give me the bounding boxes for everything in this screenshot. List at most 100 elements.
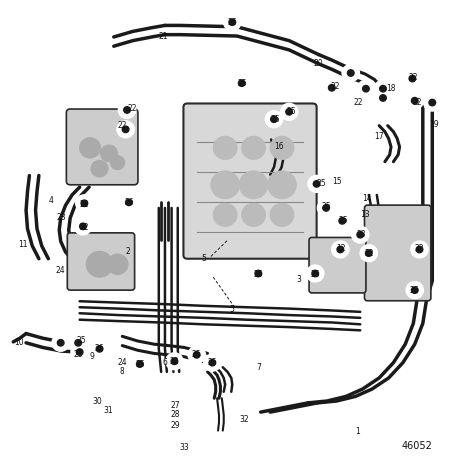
Text: 11: 11 xyxy=(18,240,27,249)
Circle shape xyxy=(406,92,423,109)
Circle shape xyxy=(124,107,130,113)
Circle shape xyxy=(76,195,93,212)
Circle shape xyxy=(126,199,132,206)
Circle shape xyxy=(308,176,325,192)
Text: 22: 22 xyxy=(170,357,179,366)
Text: 25: 25 xyxy=(321,202,331,212)
Text: 8: 8 xyxy=(120,367,125,377)
Text: 23: 23 xyxy=(356,230,366,239)
Text: 6: 6 xyxy=(163,358,167,367)
Circle shape xyxy=(74,218,91,235)
Circle shape xyxy=(137,361,143,367)
Circle shape xyxy=(229,19,236,25)
Text: 30: 30 xyxy=(92,396,102,406)
Text: 31: 31 xyxy=(103,406,113,415)
FancyBboxPatch shape xyxy=(183,103,317,259)
Circle shape xyxy=(332,241,349,258)
Text: 29: 29 xyxy=(171,421,180,431)
Text: 22: 22 xyxy=(118,121,127,130)
Text: 25: 25 xyxy=(208,358,217,367)
Text: 22: 22 xyxy=(353,98,363,107)
Text: 28: 28 xyxy=(171,410,180,419)
Circle shape xyxy=(328,85,335,91)
Circle shape xyxy=(233,75,250,91)
Circle shape xyxy=(107,254,128,274)
Text: 22: 22 xyxy=(80,200,89,209)
Text: 33: 33 xyxy=(179,443,189,452)
Text: 21: 21 xyxy=(159,31,168,41)
Circle shape xyxy=(120,194,137,211)
Text: 25: 25 xyxy=(254,270,263,280)
Circle shape xyxy=(323,79,340,96)
Text: 17: 17 xyxy=(374,132,384,141)
Circle shape xyxy=(171,358,178,365)
Circle shape xyxy=(213,136,237,159)
Text: 46052: 46052 xyxy=(401,441,433,451)
Circle shape xyxy=(416,246,423,253)
Circle shape xyxy=(313,181,320,187)
Circle shape xyxy=(318,200,335,216)
Text: 5: 5 xyxy=(230,305,235,314)
Text: 26: 26 xyxy=(95,344,104,353)
Circle shape xyxy=(307,265,324,282)
Circle shape xyxy=(81,200,88,207)
Text: 22: 22 xyxy=(415,244,424,253)
Text: 32: 32 xyxy=(239,415,249,424)
Text: 25: 25 xyxy=(238,79,247,88)
Circle shape xyxy=(255,270,262,277)
Circle shape xyxy=(211,171,239,199)
Circle shape xyxy=(204,354,221,371)
Text: 13: 13 xyxy=(360,210,370,219)
Circle shape xyxy=(238,80,245,86)
Text: 12: 12 xyxy=(337,244,346,253)
Text: 27: 27 xyxy=(171,401,180,410)
Text: 25: 25 xyxy=(73,350,83,359)
Circle shape xyxy=(271,116,277,122)
Circle shape xyxy=(334,213,351,229)
Circle shape xyxy=(86,251,113,277)
Circle shape xyxy=(352,226,369,243)
Circle shape xyxy=(250,265,267,282)
Circle shape xyxy=(118,102,136,118)
Circle shape xyxy=(357,231,364,238)
FancyBboxPatch shape xyxy=(309,237,366,293)
FancyBboxPatch shape xyxy=(66,109,138,185)
Circle shape xyxy=(213,203,237,226)
Circle shape xyxy=(268,171,296,199)
Circle shape xyxy=(91,340,108,357)
Circle shape xyxy=(131,356,148,372)
Circle shape xyxy=(96,346,103,352)
Text: 25: 25 xyxy=(310,270,320,280)
Circle shape xyxy=(122,126,129,133)
Circle shape xyxy=(70,334,87,351)
Text: 5: 5 xyxy=(201,254,206,263)
Circle shape xyxy=(380,95,386,101)
Circle shape xyxy=(117,121,134,138)
Text: 14: 14 xyxy=(363,194,372,203)
Circle shape xyxy=(242,136,265,159)
Circle shape xyxy=(57,340,64,346)
Circle shape xyxy=(360,245,377,261)
Circle shape xyxy=(242,203,265,226)
Text: 26: 26 xyxy=(124,198,134,207)
Text: 19: 19 xyxy=(429,120,438,129)
Circle shape xyxy=(270,136,294,159)
Circle shape xyxy=(52,334,69,351)
Text: 26: 26 xyxy=(410,286,419,295)
Text: 26: 26 xyxy=(228,18,237,27)
Circle shape xyxy=(100,145,118,162)
Text: 22: 22 xyxy=(364,249,374,258)
Circle shape xyxy=(357,80,374,97)
Circle shape xyxy=(224,14,241,30)
Circle shape xyxy=(363,85,369,92)
Text: 25: 25 xyxy=(287,107,296,116)
Circle shape xyxy=(75,340,82,346)
Circle shape xyxy=(312,270,319,277)
Circle shape xyxy=(406,282,423,298)
Circle shape xyxy=(80,223,86,230)
Circle shape xyxy=(166,353,183,370)
Text: 10: 10 xyxy=(14,338,24,347)
Circle shape xyxy=(429,99,436,106)
Circle shape xyxy=(188,346,205,363)
Text: 3: 3 xyxy=(296,275,301,284)
